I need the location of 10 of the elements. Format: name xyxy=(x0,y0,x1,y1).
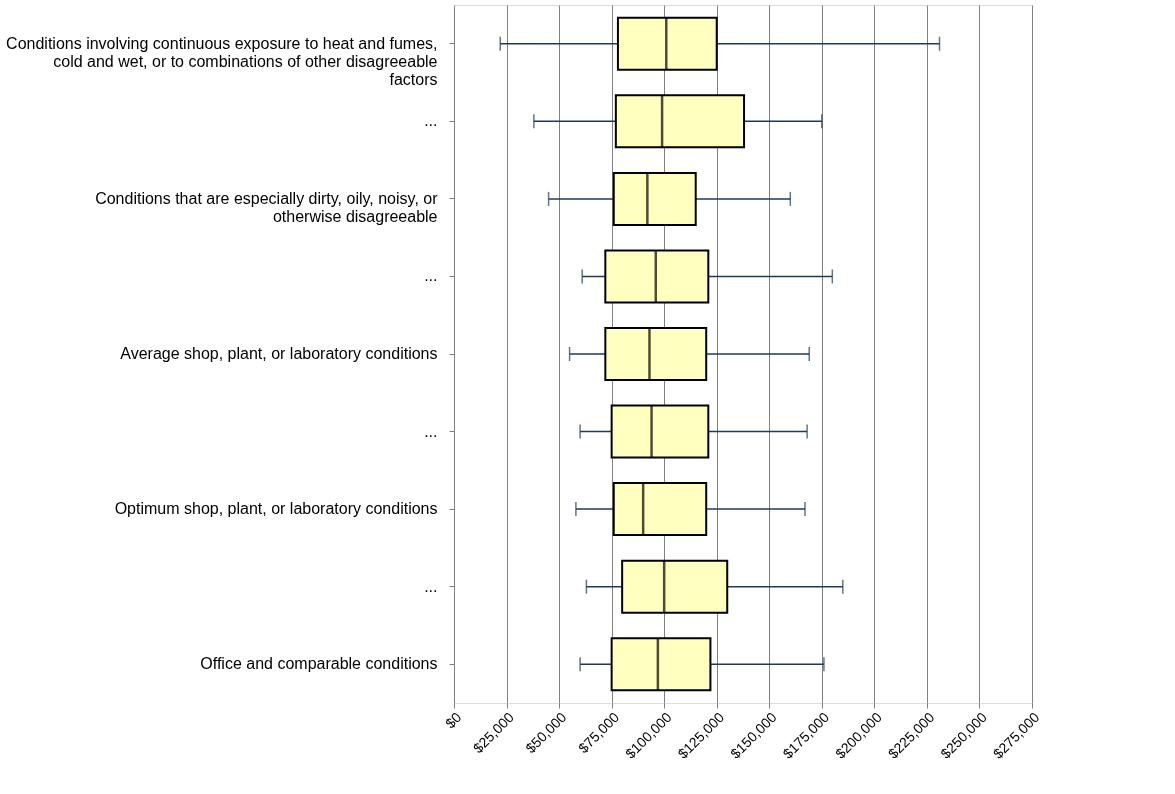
y-tick-label: Optimum shop, plant, or laboratory conditions xyxy=(114,500,438,518)
y-tick-label: ... xyxy=(424,577,438,595)
y-tick-label: ... xyxy=(424,267,438,285)
y-tick-label: Office and comparable conditions xyxy=(200,655,438,673)
y-tick-label: ... xyxy=(424,422,438,440)
y-tick-label: Conditions that are especially dirty, oily, noisy, or otherwise disagreeable xyxy=(95,189,439,225)
y-tick-label: Conditions involving continuous exposure to heat and fumes, cold and wet, or to combinations of other disagreeable factors xyxy=(6,34,438,88)
x-tick-label: $0 xyxy=(442,708,465,732)
y-tick-label: ... xyxy=(424,112,438,130)
y-tick-label: Average shop, plant, or laboratory conditions xyxy=(120,345,438,362)
